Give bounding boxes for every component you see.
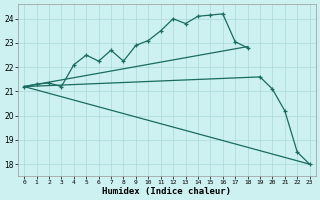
X-axis label: Humidex (Indice chaleur): Humidex (Indice chaleur) [102, 187, 231, 196]
